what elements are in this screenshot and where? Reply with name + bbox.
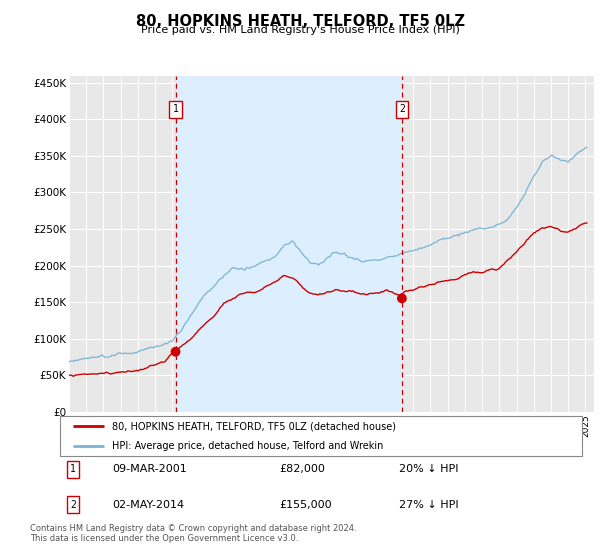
Point	[397, 294, 407, 303]
Text: 09-MAR-2001: 09-MAR-2001	[112, 464, 187, 474]
Text: Contains HM Land Registry data © Crown copyright and database right 2024.
This d: Contains HM Land Registry data © Crown c…	[30, 524, 356, 543]
Text: £82,000: £82,000	[279, 464, 325, 474]
Text: 80, HOPKINS HEATH, TELFORD, TF5 0LZ: 80, HOPKINS HEATH, TELFORD, TF5 0LZ	[136, 14, 464, 29]
Text: 80, HOPKINS HEATH, TELFORD, TF5 0LZ (detached house): 80, HOPKINS HEATH, TELFORD, TF5 0LZ (det…	[112, 421, 396, 431]
Text: 27% ↓ HPI: 27% ↓ HPI	[400, 500, 459, 510]
Text: 2: 2	[399, 104, 405, 114]
Text: 1: 1	[173, 104, 178, 114]
Text: HPI: Average price, detached house, Telford and Wrekin: HPI: Average price, detached house, Telf…	[112, 441, 383, 451]
FancyBboxPatch shape	[60, 416, 582, 456]
Bar	[176, 76, 402, 412]
Text: 02-MAY-2014: 02-MAY-2014	[112, 500, 184, 510]
Text: Price paid vs. HM Land Registry's House Price Index (HPI): Price paid vs. HM Land Registry's House …	[140, 25, 460, 35]
Text: 1: 1	[70, 464, 76, 474]
Text: 20% ↓ HPI: 20% ↓ HPI	[400, 464, 459, 474]
Point	[171, 347, 181, 356]
Text: 2: 2	[70, 500, 76, 510]
Text: £155,000: £155,000	[279, 500, 332, 510]
